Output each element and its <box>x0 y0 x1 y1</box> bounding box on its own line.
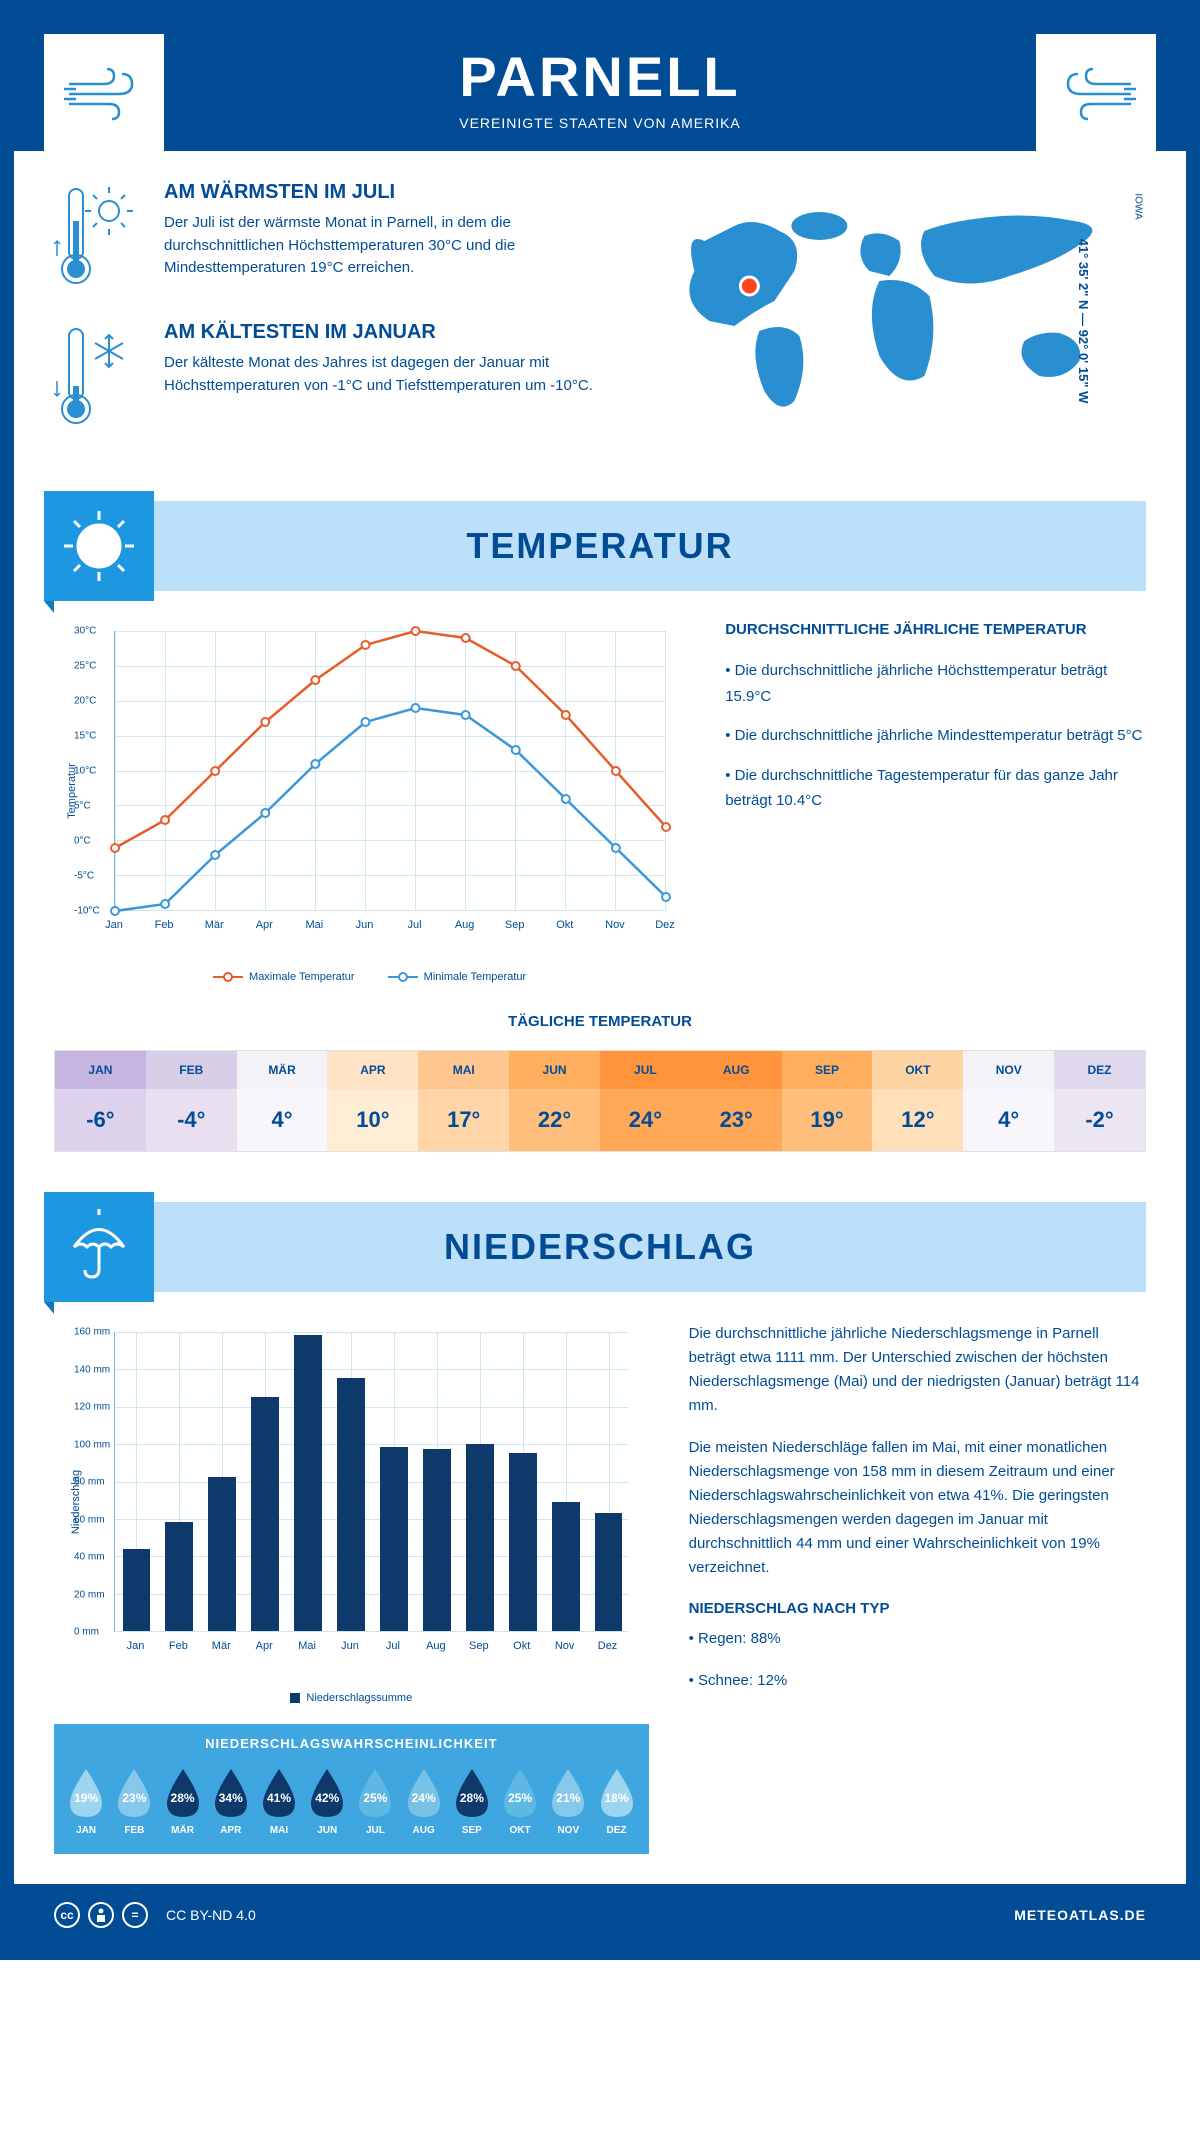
page-title: PARNELL <box>34 44 1166 109</box>
temperature-line-chart: Temperatur -10°C-5°C0°C5°C10°C15°C20°C25… <box>54 621 685 983</box>
drop: 28%MÄR <box>160 1765 204 1836</box>
umbrella-icon <box>44 1192 154 1302</box>
temp-cell: JUN22° <box>509 1051 600 1151</box>
prob-heading: NIEDERSCHLAGSWAHRSCHEINLICHKEIT <box>64 1736 639 1751</box>
drop: 34%APR <box>209 1765 253 1836</box>
sun-icon <box>44 491 154 601</box>
drop: 18%DEZ <box>594 1765 638 1836</box>
precip-type-heading: NIEDERSCHLAG NACH TYP <box>689 1600 1146 1617</box>
footer: cc = CC BY-ND 4.0 METEOATLAS.DE <box>14 1884 1186 1946</box>
precip-legend: Niederschlagssumme <box>54 1692 649 1704</box>
wind-icon-left <box>44 34 164 154</box>
nd-icon: = <box>122 1902 148 1928</box>
drop: 25%OKT <box>498 1765 542 1836</box>
precip-description: Die durchschnittliche jährliche Niedersc… <box>689 1322 1146 1854</box>
drop: 41%MAI <box>257 1765 301 1836</box>
precip-snow: • Schnee: 12% <box>689 1669 1146 1693</box>
warm-block: AM WÄRMSTEN IM JULI Der Juli ist der wär… <box>54 181 633 296</box>
temp-cell: OKT12° <box>872 1051 963 1151</box>
intro-section: AM WÄRMSTEN IM JULI Der Juli ist der wär… <box>14 151 1186 481</box>
license-block: cc = CC BY-ND 4.0 <box>54 1902 256 1928</box>
state-label: IOWA <box>1132 193 1143 219</box>
warm-heading: AM WÄRMSTEN IM JULI <box>164 181 633 204</box>
wind-icon-right <box>1036 34 1156 154</box>
cold-heading: AM KÄLTESTEN IM JANUAR <box>164 321 633 344</box>
precipitation-heading: NIEDERSCHLAG <box>444 1226 756 1268</box>
precip-p2: Die meisten Niederschläge fallen im Mai,… <box>689 1436 1146 1580</box>
temp-cell: FEB-4° <box>146 1051 237 1151</box>
temp-bullet-2: • Die durchschnittliche jährliche Mindes… <box>725 723 1146 749</box>
site-name: METEOATLAS.DE <box>1014 1907 1146 1923</box>
temperature-heading: TEMPERATUR <box>466 525 733 567</box>
temp-cell: DEZ-2° <box>1054 1051 1145 1151</box>
drop: 24%AUG <box>402 1765 446 1836</box>
probability-panel: NIEDERSCHLAGSWAHRSCHEINLICHKEIT 19%JAN23… <box>54 1724 649 1854</box>
precip-p1: Die durchschnittliche jährliche Niedersc… <box>689 1322 1146 1418</box>
drop: 42%JUN <box>305 1765 349 1836</box>
precip-rain: • Regen: 88% <box>689 1627 1146 1651</box>
thermometer-warm-icon <box>54 181 144 296</box>
drop: 23%FEB <box>112 1765 156 1836</box>
coordinates: 41° 35' 2" N — 92° 0' 15" W <box>1076 239 1091 404</box>
temp-desc-heading: DURCHSCHNITTLICHE JÄHRLICHE TEMPERATUR <box>725 621 1146 638</box>
temp-cell: MAI17° <box>418 1051 509 1151</box>
temp-legend: Maximale Temperatur Minimale Temperatur <box>54 971 685 983</box>
temp-bullet-1: • Die durchschnittliche jährliche Höchst… <box>725 658 1146 709</box>
thermometer-cold-icon <box>54 321 144 436</box>
world-map: IOWA 41° 35' 2" N — 92° 0' 15" W <box>663 181 1146 461</box>
cold-block: AM KÄLTESTEN IM JANUAR Der kälteste Mona… <box>54 321 633 436</box>
drop: 19%JAN <box>64 1765 108 1836</box>
by-icon <box>88 1902 114 1928</box>
daily-temperature-table: TÄGLICHE TEMPERATUR JAN-6°FEB-4°MÄR4°APR… <box>14 1013 1186 1182</box>
header: PARNELL VEREINIGTE STAATEN VON AMERIKA <box>14 14 1186 151</box>
drop: 25%JUL <box>353 1765 397 1836</box>
temp-cell: SEP19° <box>782 1051 873 1151</box>
cold-text: Der kälteste Monat des Jahres ist dagege… <box>164 352 633 397</box>
drop: 21%NOV <box>546 1765 590 1836</box>
temp-cell: JUL24° <box>600 1051 691 1151</box>
warm-text: Der Juli ist der wärmste Monat in Parnel… <box>164 212 633 280</box>
daily-heading: TÄGLICHE TEMPERATUR <box>54 1013 1146 1030</box>
cc-icon: cc <box>54 1902 80 1928</box>
drop: 28%SEP <box>450 1765 494 1836</box>
temp-cell: MÄR4° <box>237 1051 328 1151</box>
temp-bullet-3: • Die durchschnittliche Tagestemperatur … <box>725 763 1146 814</box>
license-text: CC BY-ND 4.0 <box>166 1907 256 1923</box>
precipitation-banner: NIEDERSCHLAG <box>54 1202 1146 1292</box>
temp-cell: NOV4° <box>963 1051 1054 1151</box>
temp-cell: JAN-6° <box>55 1051 146 1151</box>
temp-cell: AUG23° <box>691 1051 782 1151</box>
precipitation-bar-chart: Niederschlag 0 mm20 mm40 mm60 mm80 mm100… <box>54 1322 649 1682</box>
temperature-banner: TEMPERATUR <box>54 501 1146 591</box>
temp-cell: APR10° <box>327 1051 418 1151</box>
temp-description: DURCHSCHNITTLICHE JÄHRLICHE TEMPERATUR •… <box>725 621 1146 983</box>
page-subtitle: VEREINIGTE STAATEN VON AMERIKA <box>34 115 1166 131</box>
